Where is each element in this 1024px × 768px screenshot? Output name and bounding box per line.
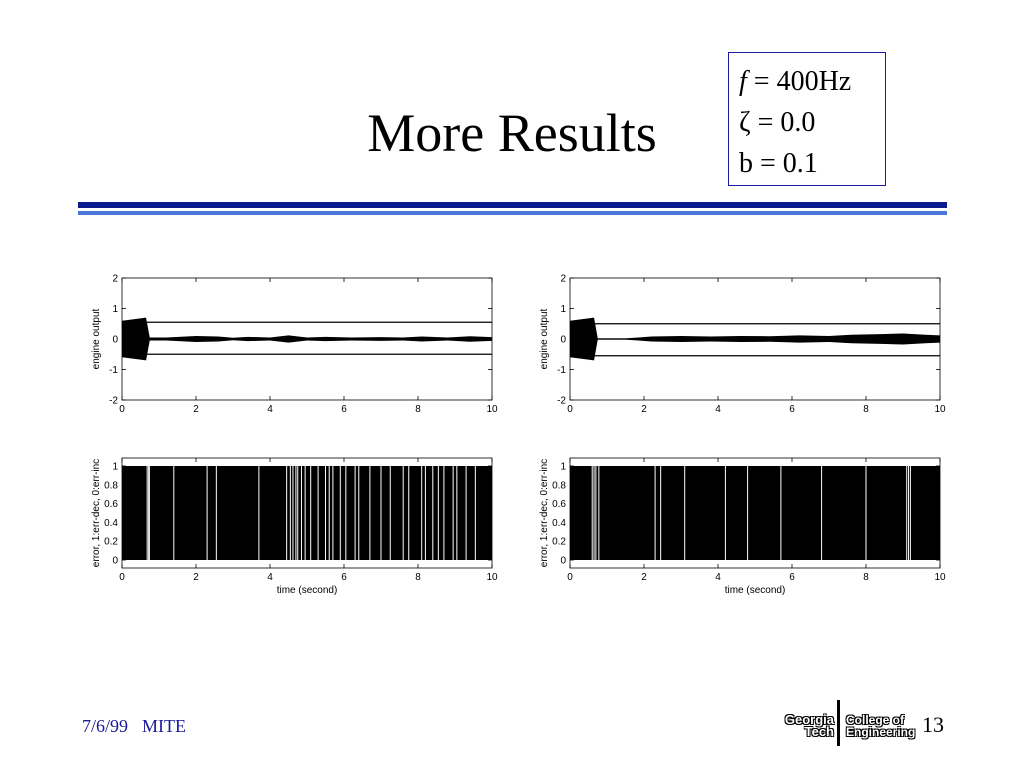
x-tick-label: 10 <box>934 404 946 415</box>
x-tick-label: 8 <box>863 404 869 415</box>
x-tick-label: 0 <box>567 572 573 583</box>
x-axis-label: time (second) <box>277 585 338 596</box>
x-tick-label: 10 <box>486 572 498 583</box>
x-tick-label: 8 <box>415 572 421 583</box>
slide-title: More Results <box>0 102 1024 164</box>
title-rule-light <box>78 211 947 215</box>
georgia-tech-logo: Georgia Tech College of Engineering <box>766 698 941 748</box>
x-tick-label: 4 <box>267 404 273 415</box>
y-tick-label: -1 <box>557 365 566 376</box>
x-axis-label: time (second) <box>725 585 786 596</box>
y-tick-label: 1 <box>560 462 566 473</box>
y-axis-label: error, 1:err-dec, 0:err-inc <box>91 459 102 567</box>
param-frequency-value: = 400Hz <box>746 66 852 97</box>
y-tick-label: 2 <box>560 274 566 285</box>
page-number: 13 <box>922 712 944 737</box>
error-fill <box>122 466 492 560</box>
x-tick-label: 10 <box>934 572 946 583</box>
parameter-box: f = 400Hz ζ = 0.0 b = 0.1 <box>728 52 886 186</box>
logo-divider <box>837 700 840 746</box>
y-tick-label: 2 <box>112 274 118 285</box>
y-axis-label: error, 1:err-dec, 0:err-inc <box>539 459 550 567</box>
x-tick-label: 4 <box>715 572 721 583</box>
y-tick-label: 0 <box>112 556 118 567</box>
y-tick-label: -1 <box>109 365 118 376</box>
y-axis-label: engine output <box>91 308 102 369</box>
param-frequency-symbol: f <box>739 66 747 97</box>
x-tick-label: 2 <box>193 404 199 415</box>
x-tick-label: 8 <box>415 404 421 415</box>
logo-line-college: College of <box>846 713 905 727</box>
x-tick-label: 0 <box>119 572 125 583</box>
y-tick-label: 0.2 <box>552 537 566 548</box>
y-tick-label: 1 <box>560 304 566 315</box>
y-axis-label: engine output <box>539 308 550 369</box>
x-tick-label: 6 <box>341 572 347 583</box>
plot-frame <box>569 457 941 569</box>
x-tick-label: 6 <box>341 404 347 415</box>
y-tick-label: 1 <box>112 462 118 473</box>
x-tick-label: 2 <box>193 572 199 583</box>
x-tick-label: 8 <box>863 572 869 583</box>
y-tick-label: 0 <box>560 335 566 346</box>
footer: 7/6/99 MITE <box>82 716 186 737</box>
chart-error-right: 0 2 4 6 8 10 0 0.2 0.4 0.6 0.8 1 error, 1:err-dec, 0… <box>532 448 948 604</box>
logo-georgia-tech-text: Georgia Tech <box>784 712 834 739</box>
param-damping-symbol: ζ <box>739 107 751 138</box>
x-tick-label: 6 <box>789 404 795 415</box>
error-fill <box>570 466 940 560</box>
logo-college-text: College of Engineering <box>846 714 915 738</box>
chart-engine-output-right: 0 2 4 6 8 10 -2 -1 0 1 2 engine output <box>532 268 948 420</box>
param-damping: ζ = 0.0 <box>739 102 885 143</box>
chart-engine-output-left: 0 2 4 6 8 10 -2 -1 0 1 2 engine output <box>84 268 500 420</box>
y-tick-label: 0.4 <box>104 518 118 529</box>
y-tick-label: 0.8 <box>552 480 566 491</box>
y-tick-label: 0 <box>560 556 566 567</box>
y-tick-label: 0.2 <box>104 537 118 548</box>
x-tick-label: 2 <box>641 404 647 415</box>
chart-error-right-svg: 0 2 4 6 8 10 0 0.2 0.4 0.6 0.8 1 error, 1:err-dec, 0… <box>539 457 946 596</box>
logo-line-georgia: Georgia <box>784 712 834 727</box>
chart-error-left: 0 2 4 6 8 10 0 0.2 0.4 0.6 0.8 1 error, 1:err-dec, 0… <box>84 448 500 604</box>
y-tick-label: 0.8 <box>104 480 118 491</box>
title-rule-dark <box>78 202 947 208</box>
y-tick-label: 0.6 <box>104 499 118 510</box>
param-damping-value: = 0.0 <box>750 107 816 138</box>
footer-label: MITE <box>142 716 187 736</box>
x-tick-label: 0 <box>119 404 125 415</box>
param-b: b = 0.1 <box>739 148 818 179</box>
x-tick-label: 6 <box>789 572 795 583</box>
chart-engine-output-right-svg: 0 2 4 6 8 10 -2 -1 0 1 2 engine output <box>539 274 946 416</box>
chart-engine-output-left-svg: 0 2 4 6 8 10 -2 -1 0 1 2 engine output <box>91 274 498 416</box>
y-tick-label: 0.6 <box>552 499 566 510</box>
y-tick-label: -2 <box>109 396 118 407</box>
logo-line-engineering: Engineering <box>846 725 916 739</box>
footer-date: 7/6/99 <box>82 716 129 736</box>
y-tick-label: 1 <box>112 304 118 315</box>
chart-error-left-svg: 0 2 4 6 8 10 0 0.2 0.4 0.6 0.8 1 error, 1:err-dec, 0… <box>91 457 498 596</box>
logo-line-tech: Tech <box>804 724 834 739</box>
y-tick-label: 0 <box>112 335 118 346</box>
x-tick-label: 4 <box>267 572 273 583</box>
x-tick-label: 0 <box>567 404 573 415</box>
x-tick-label: 2 <box>641 572 647 583</box>
y-tick-label: -2 <box>557 396 566 407</box>
slide-title-text: More Results <box>367 103 657 163</box>
x-tick-label: 4 <box>715 404 721 415</box>
param-frequency: f = 400Hz <box>739 61 885 102</box>
plot-frame <box>121 457 493 569</box>
x-tick-label: 10 <box>486 404 498 415</box>
y-tick-label: 0.4 <box>552 518 566 529</box>
